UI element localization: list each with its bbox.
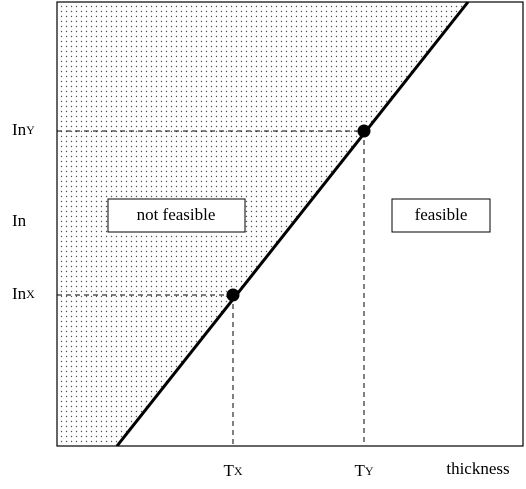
y-label: In — [12, 211, 27, 230]
x-label: thickness — [446, 459, 509, 478]
boundary-line — [115, 1, 470, 447]
region-label: not feasible — [137, 205, 216, 224]
point-x — [226, 288, 240, 302]
x-mark: TY — [354, 461, 373, 480]
y-mark: InX — [12, 284, 35, 303]
x-mark-sub: X — [234, 464, 243, 478]
guides — [57, 130, 365, 446]
y-mark-sub: X — [26, 287, 35, 301]
x-mark: TX — [223, 461, 242, 480]
x-mark-sub: Y — [365, 464, 374, 478]
x-mark-base: T — [223, 461, 234, 480]
label-box — [107, 198, 246, 233]
plot-frame — [56, 1, 524, 447]
y-mark-base: In — [12, 120, 27, 139]
region-label: feasible — [415, 205, 468, 224]
label-box — [391, 198, 491, 233]
y-mark: InY — [12, 120, 35, 139]
infeasible-area — [57, 2, 468, 446]
y-mark-base: In — [12, 284, 27, 303]
point-y — [357, 124, 371, 138]
y-mark-sub: Y — [26, 123, 35, 137]
x-mark-base: T — [354, 461, 365, 480]
